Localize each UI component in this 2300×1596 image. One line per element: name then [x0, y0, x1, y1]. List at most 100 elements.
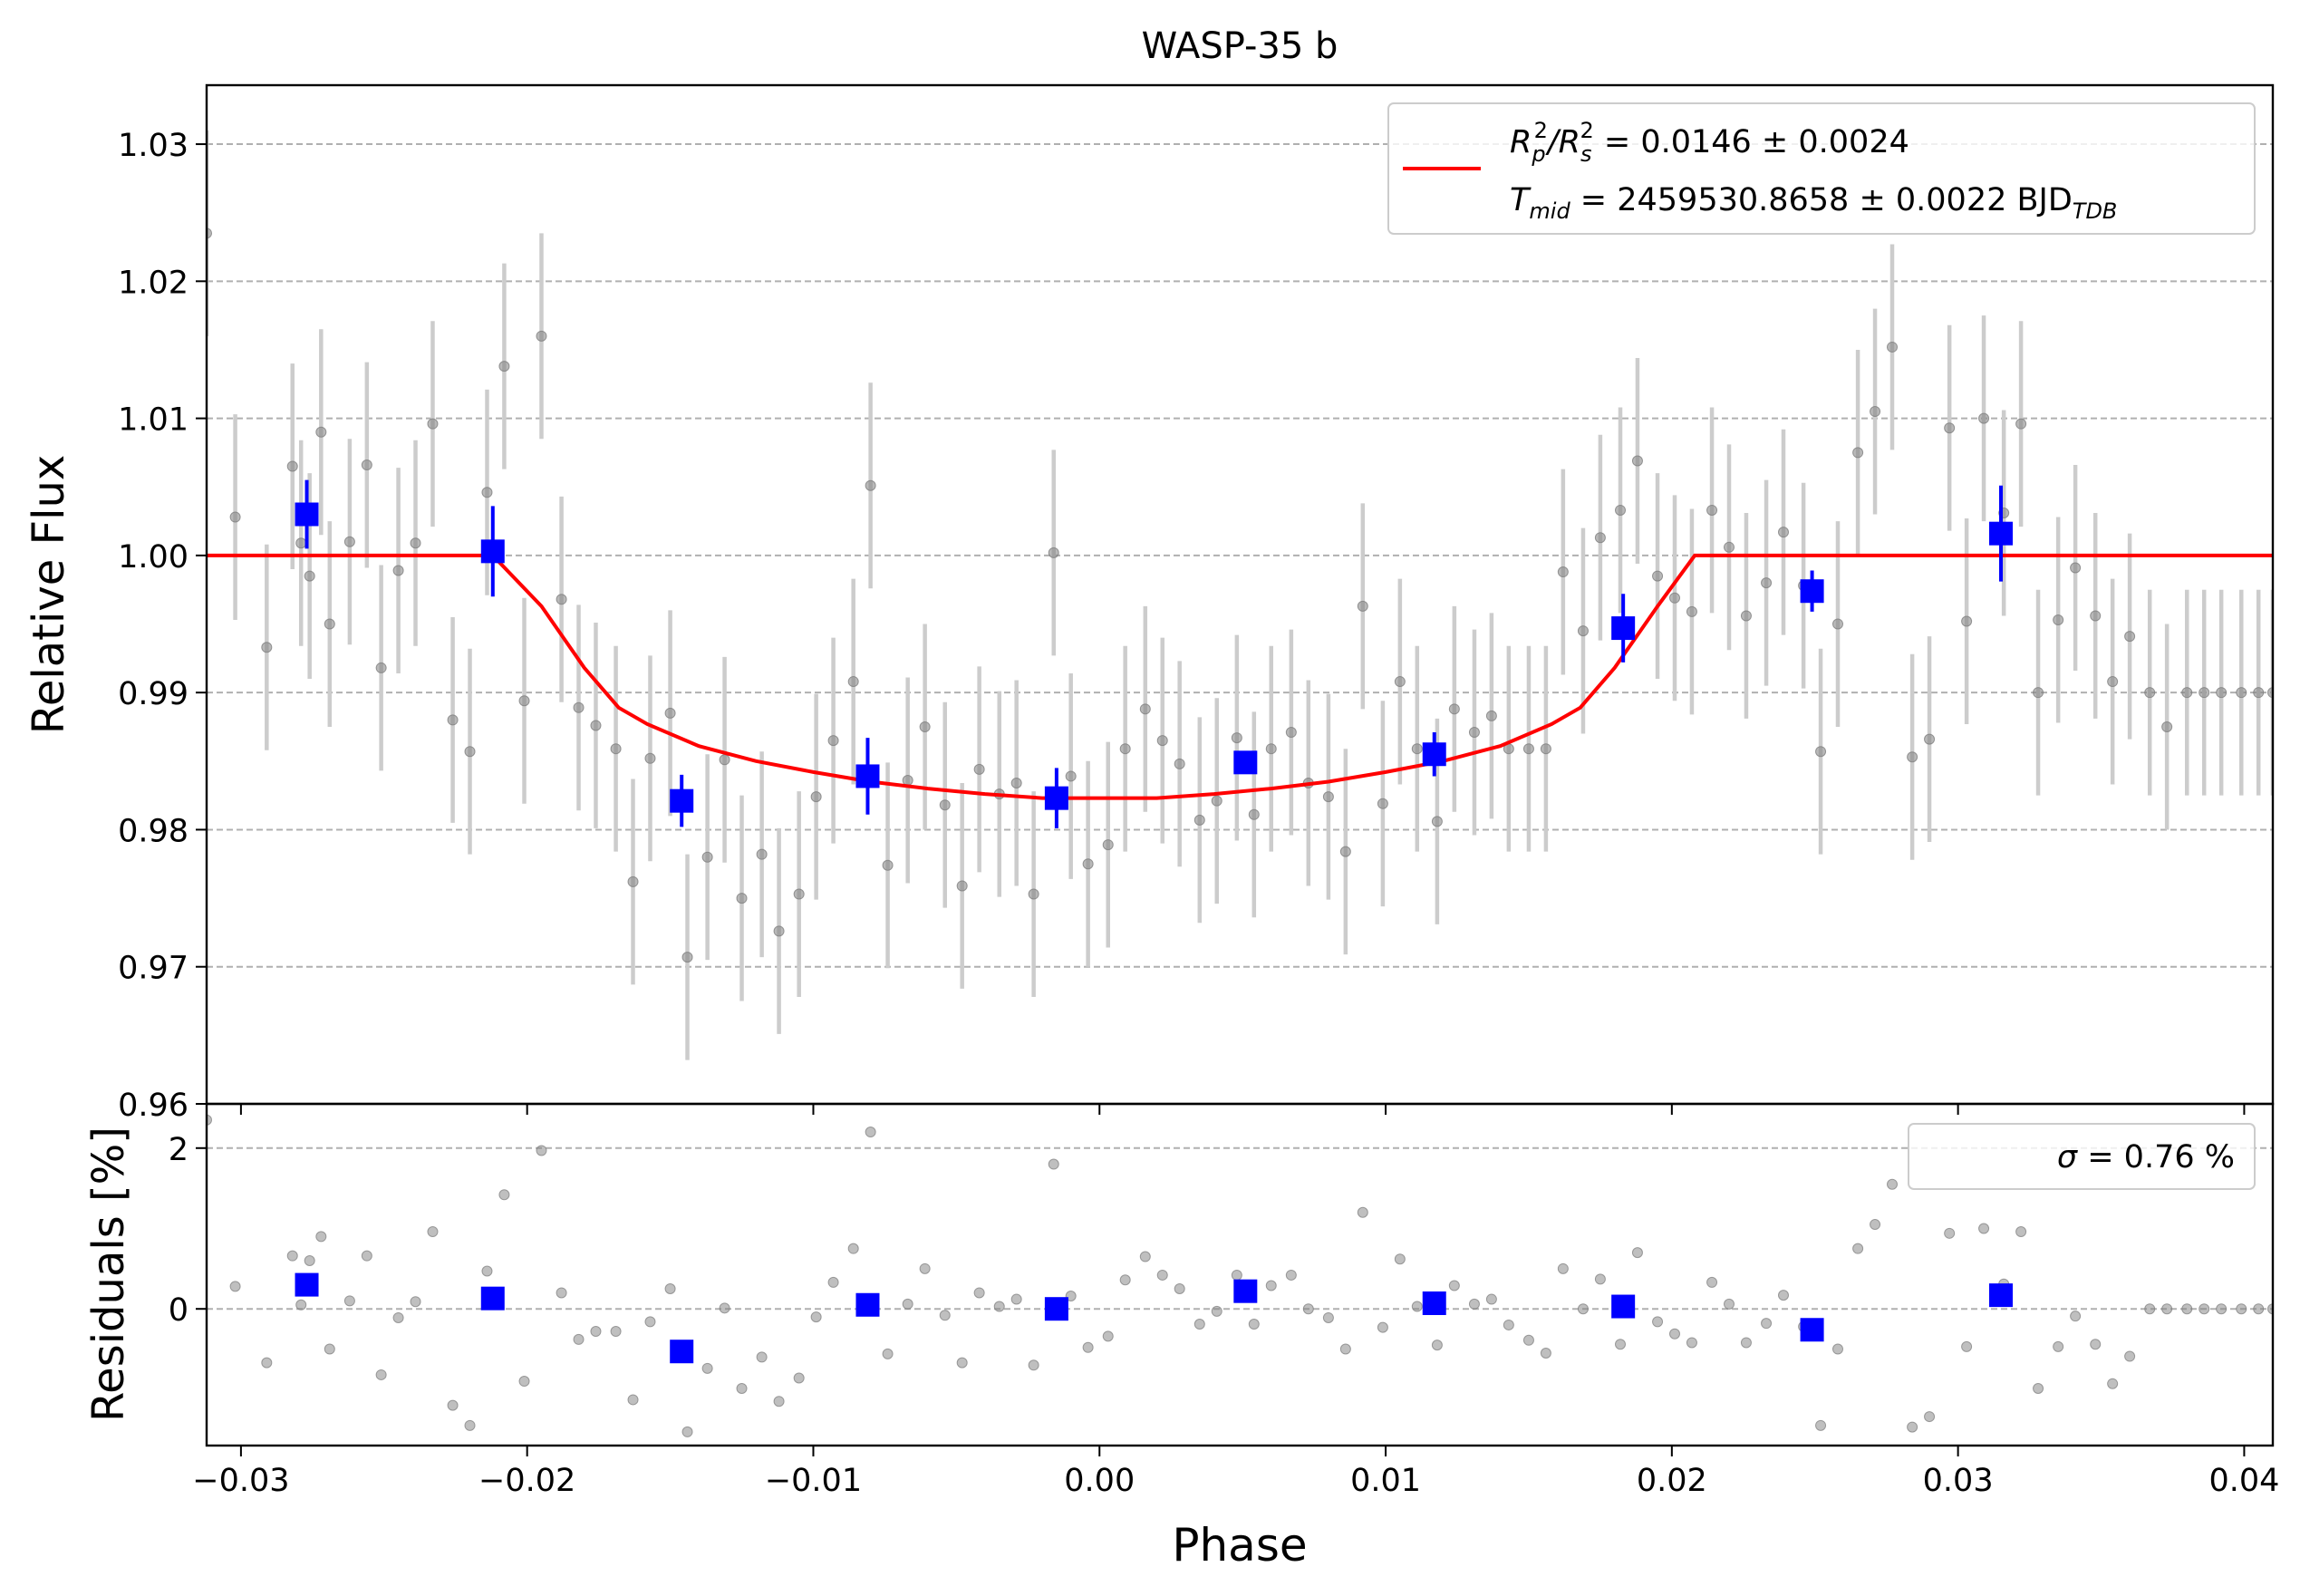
raw-flux-point: [973, 763, 985, 775]
top-y-tick-label: 1.00: [118, 539, 188, 576]
raw-residual-point: [1231, 1269, 1242, 1281]
raw-residual-point: [719, 1302, 730, 1314]
raw-flux-point: [1778, 527, 1789, 538]
top-legend: Rp2/Rs2 = 0.0146 ± 0.0024 Tmid = 2459530…: [1387, 102, 2256, 235]
x-axis-label: Phase: [1172, 1519, 1307, 1572]
raw-residual-point: [1815, 1419, 1827, 1431]
raw-flux-point: [919, 721, 931, 732]
raw-residual-point: [556, 1287, 567, 1299]
raw-residual-point: [919, 1262, 931, 1274]
raw-residual-point: [1285, 1269, 1297, 1281]
raw-flux-point: [1615, 504, 1626, 516]
raw-residual-point: [1411, 1301, 1423, 1312]
raw-flux-point: [1082, 858, 1094, 870]
binned-flux-point: [295, 502, 319, 527]
raw-flux-point: [1119, 743, 1131, 755]
x-tick-label: −0.03: [192, 1463, 289, 1499]
raw-residual-point: [1102, 1330, 1114, 1342]
raw-residual-point: [1339, 1343, 1351, 1355]
raw-flux-point: [518, 695, 530, 707]
raw-residual-point: [1322, 1311, 1334, 1323]
raw-residual-point: [590, 1326, 602, 1338]
binned-residual-point: [1611, 1294, 1636, 1319]
raw-flux-point: [1448, 703, 1460, 715]
raw-residual-point: [793, 1372, 805, 1384]
top-raw-points: [207, 227, 2273, 963]
top-y-tick-label: 0.99: [118, 676, 188, 712]
raw-residual-point: [644, 1316, 656, 1328]
raw-flux-point: [324, 618, 335, 630]
raw-flux-point: [939, 799, 951, 811]
top-x-ticks: [239, 1104, 2246, 1115]
raw-flux-point: [315, 426, 327, 438]
raw-flux-point: [1706, 504, 1718, 516]
raw-flux-point: [1944, 422, 1956, 434]
raw-flux-point: [1394, 676, 1406, 688]
binned-residual-point: [1800, 1318, 1824, 1342]
raw-flux-point: [2161, 721, 2173, 732]
top-gridlines: [207, 143, 2273, 1105]
raw-residual-point: [1302, 1303, 1314, 1315]
raw-flux-point: [1048, 547, 1059, 558]
raw-residual-point: [1248, 1319, 1260, 1330]
raw-flux-point: [286, 460, 298, 472]
top-y-tick-label: 1.02: [118, 265, 188, 301]
raw-residual-point: [1924, 1411, 1936, 1423]
bottom-y-ticks: 02: [169, 1132, 207, 1329]
raw-residual-point: [392, 1311, 404, 1323]
raw-residual-point: [315, 1231, 327, 1243]
raw-flux-point: [1411, 743, 1423, 755]
raw-residual-point: [573, 1333, 585, 1345]
raw-residual-point: [481, 1265, 493, 1277]
raw-residual-point: [1832, 1343, 1843, 1355]
binned-residual-point: [855, 1292, 880, 1317]
raw-flux-point: [1431, 816, 1443, 827]
raw-flux-point: [1339, 846, 1351, 857]
raw-flux-point: [827, 735, 839, 747]
raw-residual-point: [2015, 1226, 2027, 1238]
raw-flux-point: [1686, 605, 1697, 617]
raw-flux-point: [2267, 687, 2273, 699]
binned-flux-point: [1800, 579, 1824, 604]
raw-residual-point: [1978, 1223, 1990, 1234]
raw-flux-point: [847, 676, 859, 688]
y-axis-label-bottom: Residuals [%]: [83, 1127, 134, 1422]
raw-residual-point: [1448, 1280, 1460, 1291]
binned-residual-point: [1989, 1283, 2013, 1308]
raw-flux-point: [1211, 795, 1222, 807]
transit-model-line: [207, 553, 2273, 800]
raw-residual-point: [627, 1394, 639, 1406]
raw-residual-point: [2070, 1311, 2082, 1322]
raw-residual-point: [939, 1310, 951, 1321]
raw-residual-point: [410, 1296, 421, 1308]
raw-residual-point: [1377, 1321, 1388, 1333]
bottom-legend: σ = 0.76 %: [1908, 1123, 2256, 1190]
raw-residual-point: [973, 1287, 985, 1299]
raw-residual-point: [518, 1376, 530, 1388]
raw-flux-point: [2033, 687, 2044, 699]
bottom-gridlines: [207, 1146, 2273, 1311]
raw-flux-point: [701, 851, 713, 863]
raw-residual-point: [1577, 1303, 1589, 1315]
raw-residual-point: [286, 1250, 298, 1262]
raw-residual-point: [756, 1351, 768, 1363]
raw-flux-point: [536, 330, 547, 342]
raw-residual-point: [610, 1326, 622, 1338]
raw-flux-point: [2124, 631, 2136, 643]
raw-residual-point: [664, 1283, 676, 1295]
raw-residual-point: [1686, 1337, 1697, 1349]
raw-residual-point: [1615, 1339, 1626, 1350]
raw-residual-point: [810, 1311, 822, 1323]
x-tick-label: 0.00: [1064, 1463, 1135, 1499]
raw-flux-point: [882, 859, 894, 871]
raw-residual-point: [1082, 1341, 1094, 1353]
raw-flux-point: [427, 418, 439, 430]
raw-flux-point: [773, 925, 785, 937]
top-plot-frame: [205, 83, 2275, 1106]
raw-residual-point: [736, 1383, 748, 1395]
raw-flux-point: [1139, 703, 1151, 715]
raw-residual-point: [464, 1419, 476, 1431]
bottom-binned-residuals: [295, 1272, 2013, 1364]
y-axis-label-top: Relative Flux: [24, 455, 74, 735]
raw-flux-point: [1265, 743, 1277, 755]
